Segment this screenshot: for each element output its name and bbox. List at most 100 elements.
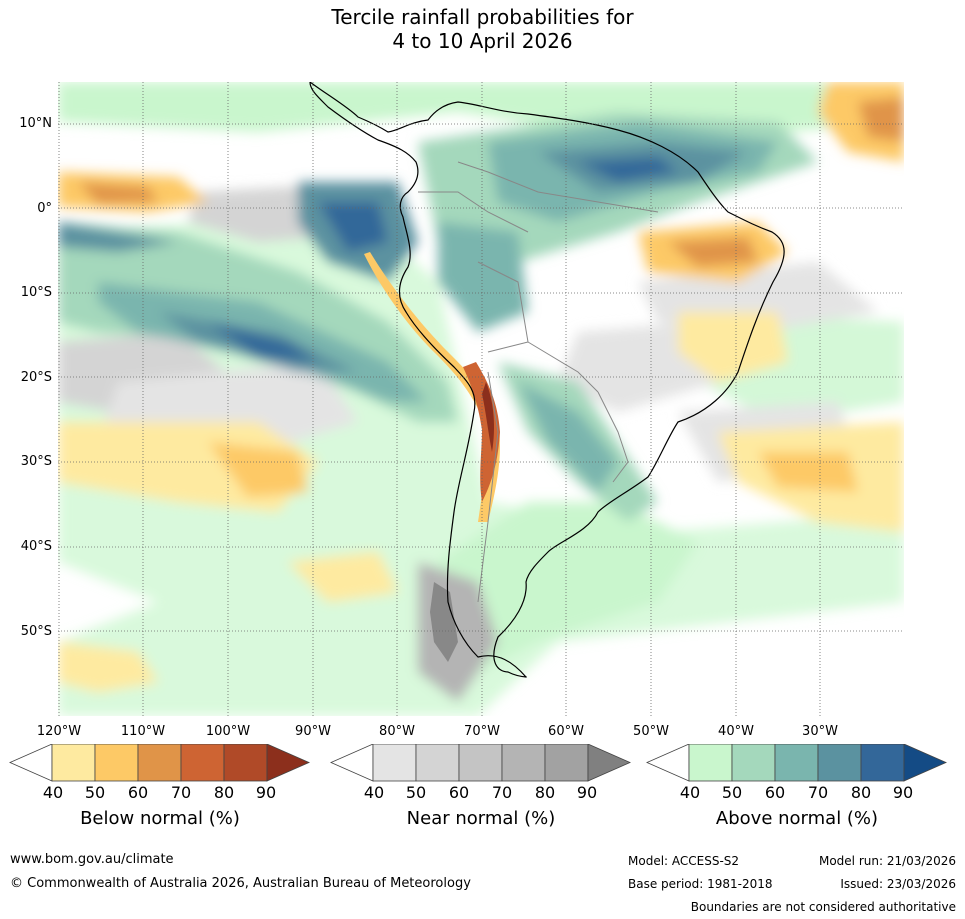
- near-tick-40: 40: [363, 783, 385, 802]
- above-normal-colombia: [438, 222, 528, 332]
- above-tick-70: 70: [807, 783, 829, 802]
- lat-label-40s: 40°S: [20, 539, 52, 554]
- below-segment-4: [180, 744, 225, 782]
- lat-label-10s: 10°S: [20, 285, 52, 300]
- near-tick-60: 60: [448, 783, 470, 802]
- lat-label-30s: 30°S: [20, 454, 52, 469]
- footer-model: Model: ACCESS-S2: [628, 854, 740, 868]
- below-tick-50: 50: [84, 783, 106, 802]
- colorbar-near-normal: [330, 744, 631, 782]
- below-normal-southwest: [58, 642, 158, 692]
- below-segment-5: [223, 744, 268, 782]
- below-tick-70: 70: [170, 783, 192, 802]
- lon-label-120w: 120°W: [36, 724, 82, 739]
- above-segment-4: [817, 744, 862, 782]
- near-segment-4: [501, 744, 546, 782]
- map-gridlines: [58, 82, 904, 716]
- near-normal-fjords: [430, 582, 458, 662]
- border-chile-argentina: [477, 371, 499, 603]
- lon-label-100w: 100°W: [205, 724, 251, 739]
- above-segment-1: [688, 744, 733, 782]
- above-extend-low: [646, 744, 690, 782]
- probability-map: [58, 82, 904, 716]
- chart-title-line2: 4 to 10 April 2026: [392, 29, 573, 53]
- colorbar-below-segments: [9, 744, 310, 782]
- border-peru-bolivia: [477, 261, 529, 353]
- border-bolivia-paraguay: [527, 341, 599, 393]
- lon-label-110w: 110°W: [120, 724, 166, 739]
- footer-base-period: Base period: 1981-2018: [628, 877, 773, 891]
- footer-url: www.bom.gov.au/climate: [10, 852, 174, 867]
- above-segment-2: [731, 744, 776, 782]
- colorbar-above-segments: [646, 744, 947, 782]
- near-extend-low: [330, 744, 374, 782]
- lon-label-40w: 40°W: [718, 724, 754, 739]
- below-normal-east-brazil: [678, 312, 788, 382]
- footer-disclaimer: Boundaries are not considered authoritat…: [690, 900, 956, 914]
- near-tick-70: 70: [491, 783, 513, 802]
- border-paraguay-brazil: [597, 391, 629, 483]
- near-segment-5: [544, 744, 589, 782]
- below-tick-80: 80: [213, 783, 235, 802]
- country-borders: [418, 161, 659, 603]
- near-tick-80: 80: [534, 783, 556, 802]
- footer-issued: Issued: 23/03/2026: [840, 877, 956, 891]
- colorbar-below-normal: [9, 744, 310, 782]
- below-normal-pacific-north-core: [78, 182, 158, 204]
- near-normal-label: Near normal (%): [406, 808, 556, 829]
- above-normal-equator-west: [58, 222, 178, 252]
- chart-title-line1: Tercile rainfall probabilities for: [331, 5, 634, 29]
- above-normal-pacific-peak: [208, 322, 318, 362]
- south-america-coastline: [309, 82, 785, 678]
- lon-label-50w: 50°W: [633, 724, 669, 739]
- andes-below-normal-peak: [482, 382, 494, 452]
- above-normal-paraguay-core: [518, 382, 618, 492]
- below-segment-3: [137, 744, 182, 782]
- above-segment-3: [774, 744, 819, 782]
- below-tick-60: 60: [127, 783, 149, 802]
- above-normal-ecuador-core: [318, 202, 388, 252]
- footer-model-run: Model run: 21/03/2026: [818, 854, 956, 868]
- lon-label-90w: 90°W: [295, 724, 331, 739]
- above-tick-60: 60: [764, 783, 786, 802]
- below-tick-40: 40: [42, 783, 64, 802]
- lon-label-70w: 70°W: [464, 724, 500, 739]
- footer-copyright: © Commonwealth of Australia 2026, Austra…: [10, 876, 471, 891]
- near-extend-high: [587, 744, 631, 782]
- andes-dry-streak: [364, 252, 500, 522]
- above-tick-90: 90: [892, 783, 914, 802]
- probability-field: [58, 82, 904, 716]
- above-extend-high: [903, 744, 947, 782]
- colorbar-near-segments: [330, 744, 631, 782]
- above-tick-80: 80: [850, 783, 872, 802]
- above-normal-label: Above normal (%): [715, 808, 879, 829]
- lon-label-60w: 60°W: [548, 724, 584, 739]
- lat-label-50s: 50°S: [20, 624, 52, 639]
- near-tick-90: 90: [576, 783, 598, 802]
- colorbar-above-normal: [646, 744, 947, 782]
- above-normal-venezuela-peak: [578, 157, 678, 182]
- above-tick-40: 40: [679, 783, 701, 802]
- probability-map-svg: [58, 82, 904, 716]
- border-amazon-north: [457, 161, 659, 213]
- lon-label-30w: 30°W: [802, 724, 838, 739]
- below-extend-low: [9, 744, 53, 782]
- near-segment-1: [372, 744, 417, 782]
- near-segment-3: [458, 744, 503, 782]
- lat-label-0: 0°: [37, 201, 52, 216]
- below-normal-label: Below normal (%): [80, 808, 240, 829]
- below-segment-1: [51, 744, 96, 782]
- lat-label-10n: 10°N: [19, 116, 52, 131]
- above-tick-50: 50: [721, 783, 743, 802]
- below-normal-chile-offshore: [288, 552, 398, 602]
- below-normal-atlantic-north-core: [858, 97, 904, 142]
- near-segment-2: [415, 744, 460, 782]
- lon-label-80w: 80°W: [379, 724, 415, 739]
- below-normal-south-pacific-core: [208, 442, 308, 497]
- below-extend-high: [266, 744, 310, 782]
- lat-label-20s: 20°S: [20, 370, 52, 385]
- above-segment-5: [860, 744, 905, 782]
- below-normal-ne-brazil-core: [668, 237, 758, 267]
- below-segment-2: [94, 744, 139, 782]
- near-tick-50: 50: [405, 783, 427, 802]
